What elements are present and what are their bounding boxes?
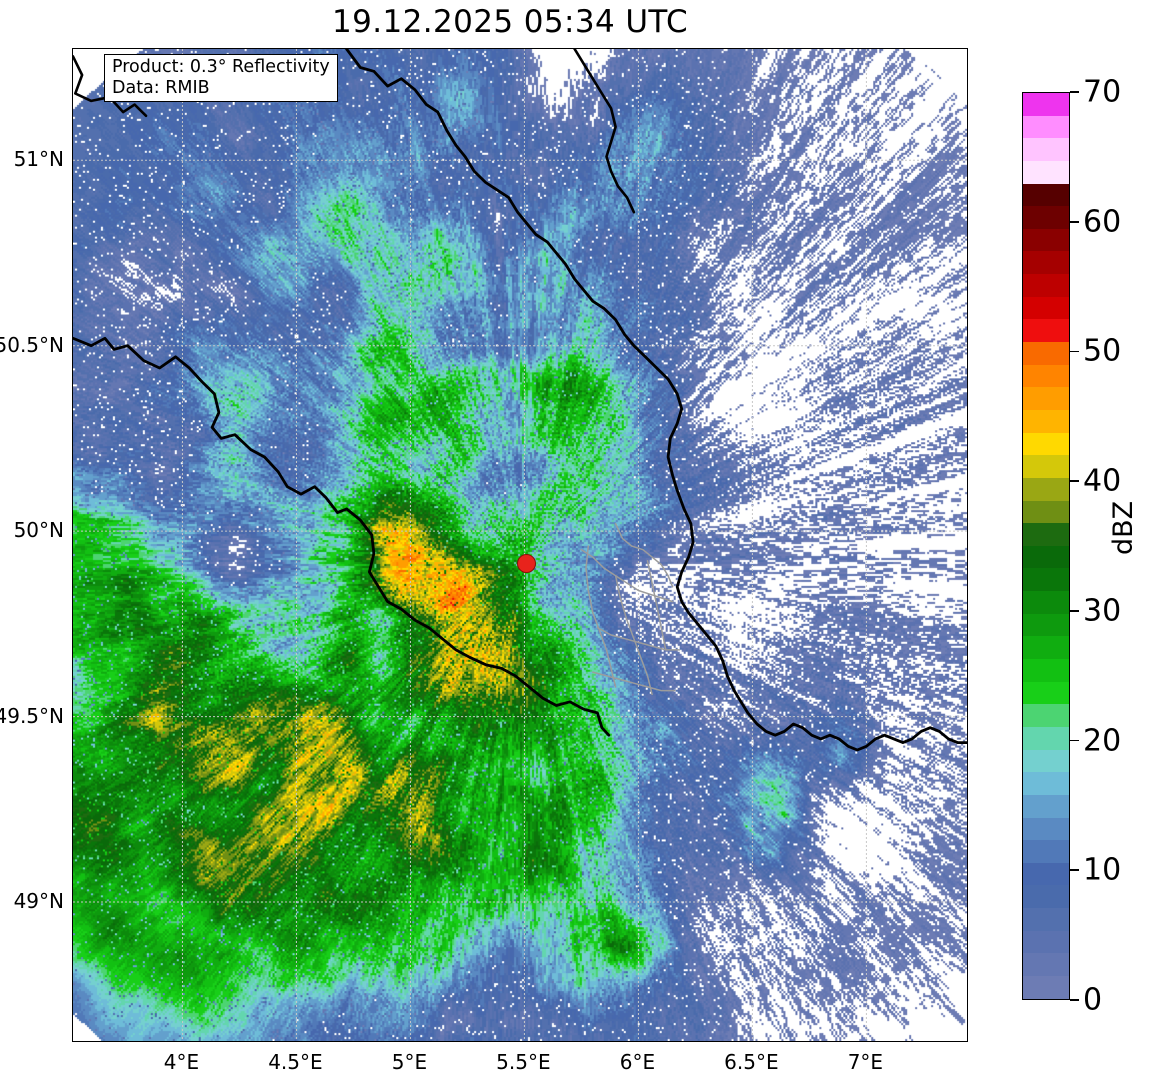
colorbar-tick bbox=[1070, 739, 1079, 742]
colorbar-tick bbox=[1070, 869, 1079, 872]
colorbar-band bbox=[1023, 545, 1069, 569]
colorbar-band bbox=[1023, 523, 1069, 546]
x-axis-tick-label: 5.5°E bbox=[496, 1050, 551, 1074]
colorbar-band bbox=[1023, 409, 1069, 433]
colorbar-tick-label: 70 bbox=[1083, 74, 1122, 110]
colorbar-tick bbox=[1070, 220, 1079, 223]
colorbar-band bbox=[1023, 455, 1069, 478]
colorbar-tick-label: 50 bbox=[1083, 333, 1122, 369]
radar-plot[interactable]: Product: 0.3° Reflectivity Data: RMIB bbox=[72, 48, 968, 1042]
colorbar-band bbox=[1023, 319, 1069, 343]
colorbar-tick-label: 30 bbox=[1083, 593, 1122, 629]
colorbar-band bbox=[1023, 568, 1069, 592]
colorbar-band bbox=[1023, 477, 1069, 501]
x-axis-tick-label: 5°E bbox=[391, 1050, 428, 1074]
colorbar-tick-label: 40 bbox=[1083, 463, 1122, 499]
colorbar-band bbox=[1023, 364, 1069, 388]
colorbar-band bbox=[1023, 636, 1069, 660]
colorbar[interactable] bbox=[1022, 92, 1070, 1000]
colorbar-band bbox=[1023, 975, 1069, 999]
x-axis-tick-label: 6°E bbox=[619, 1050, 656, 1074]
x-axis-tick-label: 7°E bbox=[847, 1050, 884, 1074]
colorbar-band bbox=[1023, 749, 1069, 773]
colorbar-band bbox=[1023, 296, 1069, 320]
colorbar-band bbox=[1023, 342, 1069, 365]
colorbar-band bbox=[1023, 862, 1069, 886]
y-axis-tick-label: 49°N bbox=[13, 889, 64, 914]
colorbar-band bbox=[1023, 794, 1069, 818]
colorbar-band bbox=[1023, 115, 1069, 139]
colorbar-tick-label: 20 bbox=[1083, 723, 1122, 759]
colorbar-band bbox=[1023, 160, 1069, 184]
graticule-gridlines bbox=[73, 49, 967, 1041]
colorbar-tick bbox=[1070, 609, 1079, 612]
colorbar-unit-label: dBZ bbox=[1108, 500, 1139, 555]
colorbar-band bbox=[1023, 817, 1069, 841]
colorbar-tick-label: 0 bbox=[1083, 982, 1103, 1018]
x-axis-tick-label: 6.5°E bbox=[724, 1050, 779, 1074]
map-boundaries-layer bbox=[73, 49, 967, 752]
colorbar-band bbox=[1023, 953, 1069, 976]
colorbar-band bbox=[1023, 387, 1069, 410]
boundary-path bbox=[614, 522, 674, 588]
x-axis-tick-label: 4.5°E bbox=[268, 1050, 323, 1074]
boundary-path bbox=[580, 548, 674, 603]
boundary-path bbox=[585, 545, 617, 688]
y-axis-tick-label: 50.5°N bbox=[0, 332, 64, 357]
page-title: 19.12.2025 05:34 UTC bbox=[332, 4, 688, 40]
colorbar-tick bbox=[1070, 480, 1079, 483]
colorbar-band bbox=[1023, 183, 1069, 207]
colorbar-tick-label: 10 bbox=[1083, 852, 1122, 888]
colorbar-band bbox=[1023, 908, 1069, 931]
boundary-path bbox=[592, 671, 676, 692]
colorbar-band bbox=[1023, 274, 1069, 297]
colorbar-tick-label: 60 bbox=[1083, 204, 1122, 240]
boundary-path bbox=[573, 49, 636, 214]
colorbar-band bbox=[1023, 432, 1069, 456]
radar-site-marker[interactable] bbox=[517, 554, 537, 574]
colorbar-tick bbox=[1070, 91, 1079, 93]
colorbar-band bbox=[1023, 613, 1069, 637]
colorbar-band bbox=[1023, 772, 1069, 795]
boundary-path bbox=[646, 560, 667, 651]
colorbar-band bbox=[1023, 251, 1069, 275]
boundary-path bbox=[73, 336, 611, 737]
data-source-line: Data: RMIB bbox=[112, 77, 210, 98]
y-axis-tick-label: 50°N bbox=[13, 518, 64, 543]
colorbar-band bbox=[1023, 659, 1069, 682]
colorbar-band bbox=[1023, 93, 1069, 116]
colorbar-band bbox=[1023, 885, 1069, 909]
boundary-path bbox=[614, 574, 653, 696]
colorbar-band bbox=[1023, 500, 1069, 524]
product-info-box: Product: 0.3° Reflectivity Data: RMIB bbox=[104, 54, 338, 103]
colorbar-band bbox=[1023, 228, 1069, 252]
x-axis-tick-label: 4°E bbox=[163, 1050, 200, 1074]
colorbar-band bbox=[1023, 930, 1069, 954]
colorbar-band bbox=[1023, 681, 1069, 705]
boundary-path bbox=[345, 49, 967, 752]
y-axis-tick-label: 49.5°N bbox=[0, 703, 64, 728]
colorbar-tick bbox=[1070, 350, 1079, 353]
colorbar-band bbox=[1023, 840, 1069, 863]
colorbar-band bbox=[1023, 138, 1069, 161]
boundary-path bbox=[73, 55, 148, 118]
boundary-path bbox=[596, 626, 681, 651]
colorbar-band bbox=[1023, 591, 1069, 614]
colorbar-band bbox=[1023, 704, 1069, 727]
colorbar-tick bbox=[1070, 999, 1079, 1001]
colorbar-band bbox=[1023, 726, 1069, 750]
y-axis-tick-label: 51°N bbox=[13, 147, 64, 172]
colorbar-band bbox=[1023, 206, 1069, 229]
product-line: Product: 0.3° Reflectivity bbox=[112, 57, 330, 77]
